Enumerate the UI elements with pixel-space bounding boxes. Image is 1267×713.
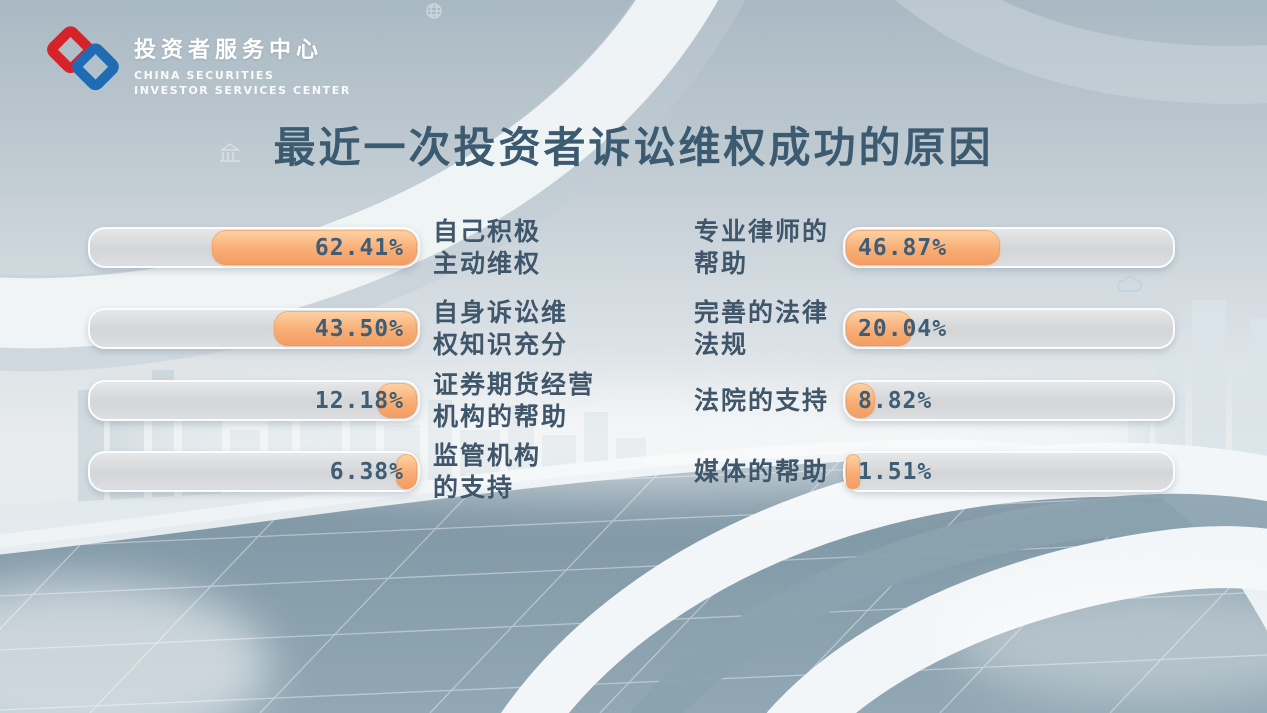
bar-label: 完善的法律 法规 — [694, 297, 830, 359]
bar-fill — [846, 230, 1000, 265]
brand-header: 投资者服务中心 CHINA SECURITIES INVESTOR SERVIC… — [44, 26, 351, 99]
bar-value: 6.38% — [329, 458, 404, 485]
bar-value: 46.87% — [858, 234, 948, 261]
bar-track: 12.18% — [88, 380, 420, 421]
bar-row: 专业律师的 帮助 46.87% — [0, 217, 1267, 278]
bar-row: 62.41% 自己积极 主动维权 — [0, 217, 1267, 278]
bar-label: 法院的支持 — [694, 385, 830, 415]
bar-row: 43.50% 自身诉讼维 权知识充分 — [0, 298, 1267, 359]
bar-fill — [846, 383, 875, 418]
bar-value: 1.51% — [858, 458, 933, 485]
bar-track: 43.50% — [88, 308, 420, 349]
page-title: 最近一次投资者诉讼维权成功的原因 — [273, 123, 994, 172]
bar-label: 专业律师的 帮助 — [694, 216, 830, 278]
bar-value: 43.50% — [314, 315, 404, 342]
bar-value: 8.82% — [858, 387, 933, 414]
bar-fill — [212, 230, 417, 265]
bar-row: 6.38% 监管机构 的支持 — [0, 441, 1267, 502]
bar-value: 12.18% — [314, 387, 404, 414]
bar-row: 12.18% 证券期货经营 机构的帮助 — [0, 370, 1267, 431]
bar-row: 法院的支持 8.82% — [0, 380, 1267, 421]
brand-en-line1: CHINA SECURITIES — [134, 69, 275, 82]
bar-row: 完善的法律 法规 20.04% — [0, 298, 1267, 359]
bar-row: 媒体的帮助 1.51% — [0, 451, 1267, 492]
bar-fill — [846, 311, 912, 346]
bank-icon — [219, 143, 241, 162]
bar-fill — [396, 454, 417, 489]
bar-track: 62.41% — [88, 227, 420, 268]
bar-track: 8.82% — [843, 380, 1175, 421]
mist — [0, 580, 270, 713]
bar-value: 62.41% — [314, 234, 404, 261]
globe-icon — [426, 3, 442, 19]
brand-en-line2: INVESTOR SERVICES CENTER — [134, 83, 351, 97]
bar-fill — [846, 454, 860, 489]
cloud-icon — [1117, 276, 1142, 292]
bar-track: 6.38% — [88, 451, 420, 492]
bar-label: 监管机构 的支持 — [433, 440, 542, 502]
brand-name-cn: 投资者服务中心 — [134, 38, 324, 63]
bar-track: 1.51% — [843, 451, 1175, 492]
brand-name-en: CHINA SECURITIES INVESTOR SERVICES CENTE… — [134, 69, 351, 99]
bar-label: 媒体的帮助 — [694, 456, 830, 486]
bar-track: 46.87% — [843, 227, 1175, 268]
bar-fill — [377, 383, 417, 418]
bar-label: 自己积极 主动维权 — [433, 216, 542, 278]
bar-value: 20.04% — [858, 315, 948, 342]
bar-label: 自身诉讼维 权知识充分 — [433, 297, 569, 359]
bar-fill — [274, 311, 417, 346]
mist — [950, 580, 1267, 700]
csisc-logo-icon — [47, 26, 119, 91]
bar-track: 20.04% — [843, 308, 1175, 349]
bar-label: 证券期货经营 机构的帮助 — [433, 369, 596, 431]
